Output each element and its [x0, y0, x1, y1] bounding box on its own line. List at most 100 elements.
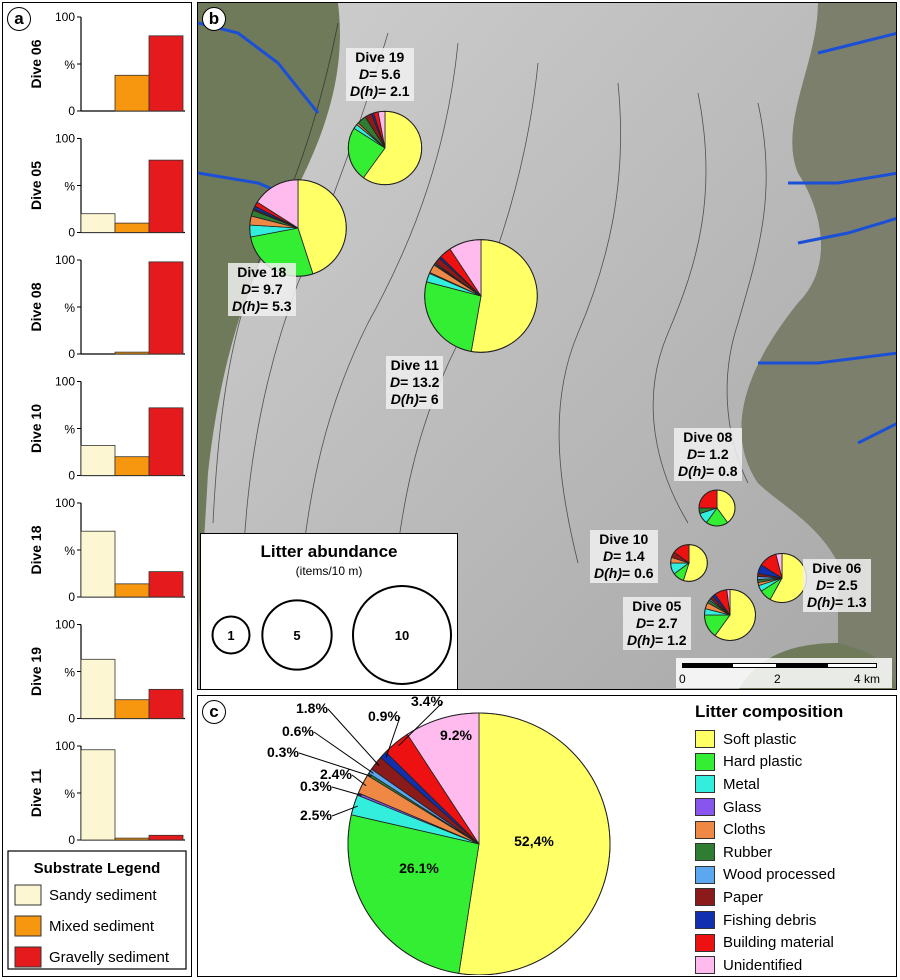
y-tick-label: 0 — [68, 712, 75, 726]
legend-label: Metal — [723, 775, 760, 793]
bar-chart-dive-18: 0% 100 Dive 18 — [28, 496, 185, 604]
bar-gravelly-sediment — [148, 688, 184, 719]
abundance-legend-subtitle: (items/10 m) — [295, 564, 363, 578]
legend-label: Paper — [723, 888, 764, 906]
size-legend-circle — [351, 584, 453, 686]
bar-mixed-sediment — [114, 837, 150, 841]
legend-swatch — [695, 956, 715, 975]
dive-10-name: Dive 10 — [599, 531, 649, 547]
dive-label: Dive 10 — [28, 404, 44, 453]
dive-pies — [249, 110, 808, 641]
dive-18-D-value: 9.7 — [263, 281, 283, 297]
slice-label: 3.4% — [411, 696, 443, 709]
dive-10-D-value: 1.4 — [625, 548, 645, 564]
dive-06-Dh-value: 1.3 — [847, 594, 867, 610]
land-area-right — [741, 3, 896, 686]
leader-line — [331, 805, 358, 817]
bar-gravelly-sediment — [148, 407, 184, 476]
bar-mixed-sediment — [114, 222, 150, 233]
legend-swatch — [695, 752, 715, 771]
label-dive-19: Dive 19 D= 5.6 D(h)= 2.1 — [346, 48, 414, 101]
bar-sandy-sediment — [80, 749, 116, 841]
slice-label: 0.6% — [282, 723, 314, 739]
dive-19-Dh-value: 2.1 — [390, 83, 410, 99]
y-tick-label: 0 — [68, 226, 75, 240]
bar-gravelly-sediment — [148, 35, 184, 112]
scale-label-4km: 4 km — [854, 672, 881, 686]
y-tick-label: 0 — [68, 104, 75, 118]
legend-label: Glass — [723, 798, 762, 816]
legend-item: Hard plastic — [695, 751, 835, 774]
y-axis-label: % — [64, 301, 75, 315]
legend-label: Hard plastic — [723, 753, 803, 771]
legend-swatch — [14, 946, 42, 968]
slice-label: 0.3% — [300, 778, 332, 794]
y-tick-label: 100 — [55, 375, 75, 389]
bar-sandy-sediment — [80, 658, 116, 719]
dive-19-name: Dive 19 — [355, 49, 405, 65]
scale-seg-3 — [777, 663, 827, 668]
dive-label: Dive 05 — [28, 161, 44, 210]
dive-18-D: D= 9.7 — [240, 281, 283, 297]
bar-sandy-sediment — [80, 213, 116, 233]
legend-label: Fishing debris — [723, 911, 817, 929]
panel-c: c 52,4% 26.1% 2.5% 0.3% 2.4% 0.3% 0.6% 1.8% 0.9%… — [197, 693, 897, 977]
slice-label: 2.4% — [320, 766, 352, 782]
dive-08-D-value: 1.2 — [709, 446, 729, 462]
legend-label: Rubber — [723, 843, 773, 861]
slice-label: 1.8% — [296, 700, 328, 716]
dive-06-D: D= 2.5 — [815, 577, 858, 593]
y-axis-label: % — [64, 787, 75, 801]
slice-label: 2.5% — [300, 807, 332, 823]
y-axis-label: % — [64, 58, 75, 72]
dive-10-Dh: D(h)= 0.6 — [594, 565, 654, 581]
pie-dive-05 — [704, 589, 756, 641]
y-tick-label: 100 — [55, 496, 75, 510]
scale-bar: 0 2 4 km — [676, 658, 892, 688]
legend-swatch — [695, 843, 715, 862]
dive-18-name: Dive 18 — [237, 264, 287, 280]
panel-label-b: b — [202, 7, 226, 31]
composition-legend: Soft plastic Hard plastic Metal Glass Cloths… — [695, 728, 835, 977]
y-axis-label: % — [64, 180, 75, 194]
legend-item: Soft plastic — [695, 728, 835, 751]
bar-chart-dive-10: 0% 100 Dive 10 — [28, 375, 185, 483]
abundance-legend: Litter abundance (items/10 m) 1 5 10 — [200, 533, 458, 689]
y-tick-label: 100 — [55, 618, 75, 632]
substrate-bar-charts: 0% 100 Dive 06 0% 100 Dive 05 0% 100 Dive 08 0% 10… — [7, 10, 187, 970]
pie-outline — [698, 489, 736, 527]
legend-swatch — [695, 911, 715, 930]
legend-swatch — [695, 888, 715, 907]
legend-label: Sandy sediment — [49, 887, 157, 904]
legend-item: Building material — [695, 931, 835, 954]
dive-19-Dh: D(h)= 2.1 — [350, 83, 410, 99]
dive-11-name: Dive 11 — [390, 357, 439, 373]
scale-seg-1 — [682, 663, 732, 668]
y-tick-label: 0 — [68, 833, 75, 847]
dive-06-D-value: 2.5 — [838, 577, 858, 593]
dive-label: Dive 19 — [28, 647, 44, 696]
dive-05-name: Dive 05 — [632, 598, 682, 614]
dive-18-Dh-value: 5.3 — [272, 298, 292, 314]
bar-gravelly-sediment — [148, 834, 184, 841]
dive-11-Dh-value: 6 — [430, 391, 439, 407]
legend-swatch — [695, 775, 715, 794]
scale-seg-4 — [827, 663, 877, 668]
dive-11-D-value: 13.2 — [412, 374, 440, 390]
pie-outline — [424, 239, 538, 353]
bar-mixed-sediment — [114, 351, 150, 355]
legend-item: Paper — [695, 886, 835, 909]
legend-label: Gravelly sediment — [49, 949, 170, 966]
legend-swatch — [14, 884, 42, 906]
dive-08-Dh: D(h)= 0.8 — [678, 463, 738, 479]
bar-chart-dive-05: 0% 100 Dive 05 — [28, 132, 185, 240]
bar-mixed-sediment — [114, 583, 150, 598]
y-tick-label: 100 — [55, 739, 75, 753]
legend-label: Unidentified — [723, 956, 803, 974]
dive-06-Dh: D(h)= 1.3 — [807, 594, 867, 610]
leader-line — [398, 701, 444, 747]
dive-18-Dh: D(h)= 5.3 — [232, 298, 292, 314]
abundance-legend-title: Litter abundance — [260, 542, 398, 561]
dive-05-D: D= 2.7 — [635, 615, 678, 631]
y-axis-label: % — [64, 423, 75, 437]
